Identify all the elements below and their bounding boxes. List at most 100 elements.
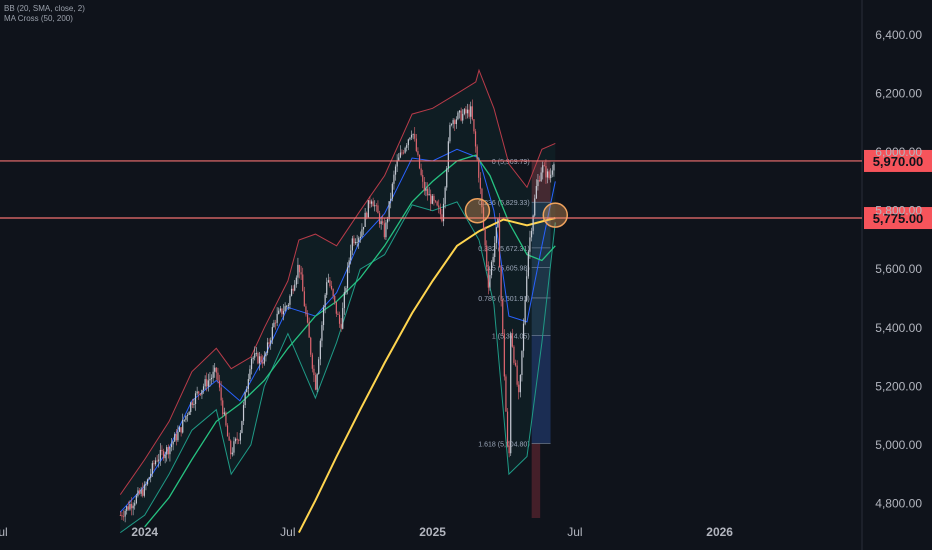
- price-level-tag: [864, 149, 932, 172]
- candle-body: [202, 386, 205, 390]
- candle-body: [548, 171, 550, 179]
- candle-body: [430, 194, 432, 204]
- candle-body: [225, 412, 227, 426]
- candle-body: [119, 515, 121, 516]
- candle-body: [222, 400, 224, 415]
- candle-body: [433, 195, 435, 201]
- candle-body: [188, 412, 190, 415]
- candle-body: [199, 393, 201, 395]
- candle-body: [463, 109, 465, 114]
- candle-body: [399, 152, 401, 158]
- candle-body: [439, 207, 441, 215]
- candle-body: [546, 171, 549, 178]
- x-axis-tick-label: Jul: [0, 525, 8, 539]
- candle-body: [362, 226, 365, 230]
- candle-body: [423, 181, 425, 191]
- candle-body: [530, 230, 533, 238]
- candle-body: [444, 187, 446, 204]
- candle-body: [274, 322, 277, 324]
- candle-body: [241, 420, 243, 433]
- candle-body: [310, 337, 312, 355]
- candle-body: [244, 392, 246, 406]
- candle-body: [524, 300, 526, 324]
- candle-body: [300, 272, 302, 275]
- candle-body: [420, 168, 422, 176]
- candle-body: [519, 374, 521, 393]
- candle-body: [543, 165, 545, 167]
- x-axis-tick-label: 2025: [419, 525, 446, 539]
- candle-body: [330, 285, 333, 289]
- candle-body: [474, 131, 477, 147]
- candle-body: [540, 172, 542, 182]
- candle-body: [506, 411, 509, 446]
- candle-body: [190, 402, 192, 413]
- candle-body: [311, 354, 313, 369]
- candle-body: [449, 125, 451, 142]
- y-axis-tick-label: 6,000.00: [875, 145, 922, 159]
- candle-body: [366, 212, 368, 218]
- candle-body: [434, 200, 437, 202]
- candle-body: [238, 440, 240, 441]
- candle-body: [426, 188, 429, 196]
- candle-body: [182, 419, 184, 433]
- ma-cross-indicator-label[interactable]: MA Cross (50, 200): [4, 14, 73, 23]
- candle-body: [262, 361, 264, 364]
- candle-body: [313, 368, 315, 376]
- candle-body: [290, 288, 293, 296]
- candle-body: [140, 489, 142, 494]
- candle-body: [484, 227, 486, 246]
- candle-body: [518, 384, 520, 393]
- candle-body: [138, 490, 141, 494]
- candle-body: [132, 505, 134, 509]
- candle-body: [214, 367, 216, 372]
- y-axis-tick-label: 5,200.00: [875, 379, 922, 393]
- y-axis-tick-label: 5,800.00: [875, 204, 922, 218]
- candle-body: [263, 356, 265, 364]
- candle-body: [233, 441, 235, 453]
- candle-body: [529, 237, 531, 252]
- candle-body: [210, 377, 213, 380]
- candle-body: [153, 463, 155, 465]
- candle-body: [367, 200, 369, 218]
- candle-body: [386, 219, 389, 223]
- candle-body: [145, 484, 147, 486]
- candle-body: [186, 414, 189, 416]
- candle-body: [314, 375, 317, 390]
- candle-body: [446, 168, 448, 188]
- candle-body: [220, 387, 222, 401]
- candle-body: [266, 342, 269, 353]
- candle-body: [516, 365, 518, 385]
- candle-body: [258, 356, 261, 364]
- candle-body: [550, 174, 552, 179]
- candle-body: [209, 379, 211, 381]
- price-level-tag: [864, 207, 932, 230]
- candle-body: [129, 503, 131, 510]
- candle-body: [489, 275, 491, 288]
- fib-zone-below-1618: [531, 443, 541, 518]
- candle-body: [212, 371, 214, 378]
- candle-body: [455, 119, 457, 125]
- crossover-circle-marker: [464, 197, 491, 224]
- candle-body: [185, 415, 187, 420]
- candle-body: [494, 243, 496, 257]
- bb-indicator-label[interactable]: BB (20, SMA, close, 2): [4, 4, 85, 13]
- candle-body: [252, 357, 254, 359]
- candle-body: [487, 267, 489, 288]
- candle-body: [462, 113, 464, 121]
- candle-body: [490, 262, 493, 276]
- candle-body: [468, 109, 470, 117]
- x-axis-tick-label: 2026: [706, 525, 733, 539]
- candle-body: [250, 358, 253, 370]
- candle-body: [481, 188, 483, 208]
- candle-body: [342, 308, 344, 329]
- candle-body: [166, 447, 168, 455]
- candle-body: [390, 198, 392, 202]
- candle-body: [305, 306, 307, 315]
- candle-body: [458, 110, 461, 113]
- candle-body: [134, 503, 136, 506]
- candle-body: [191, 402, 193, 405]
- candle-body: [418, 154, 421, 169]
- candle-body: [178, 427, 181, 432]
